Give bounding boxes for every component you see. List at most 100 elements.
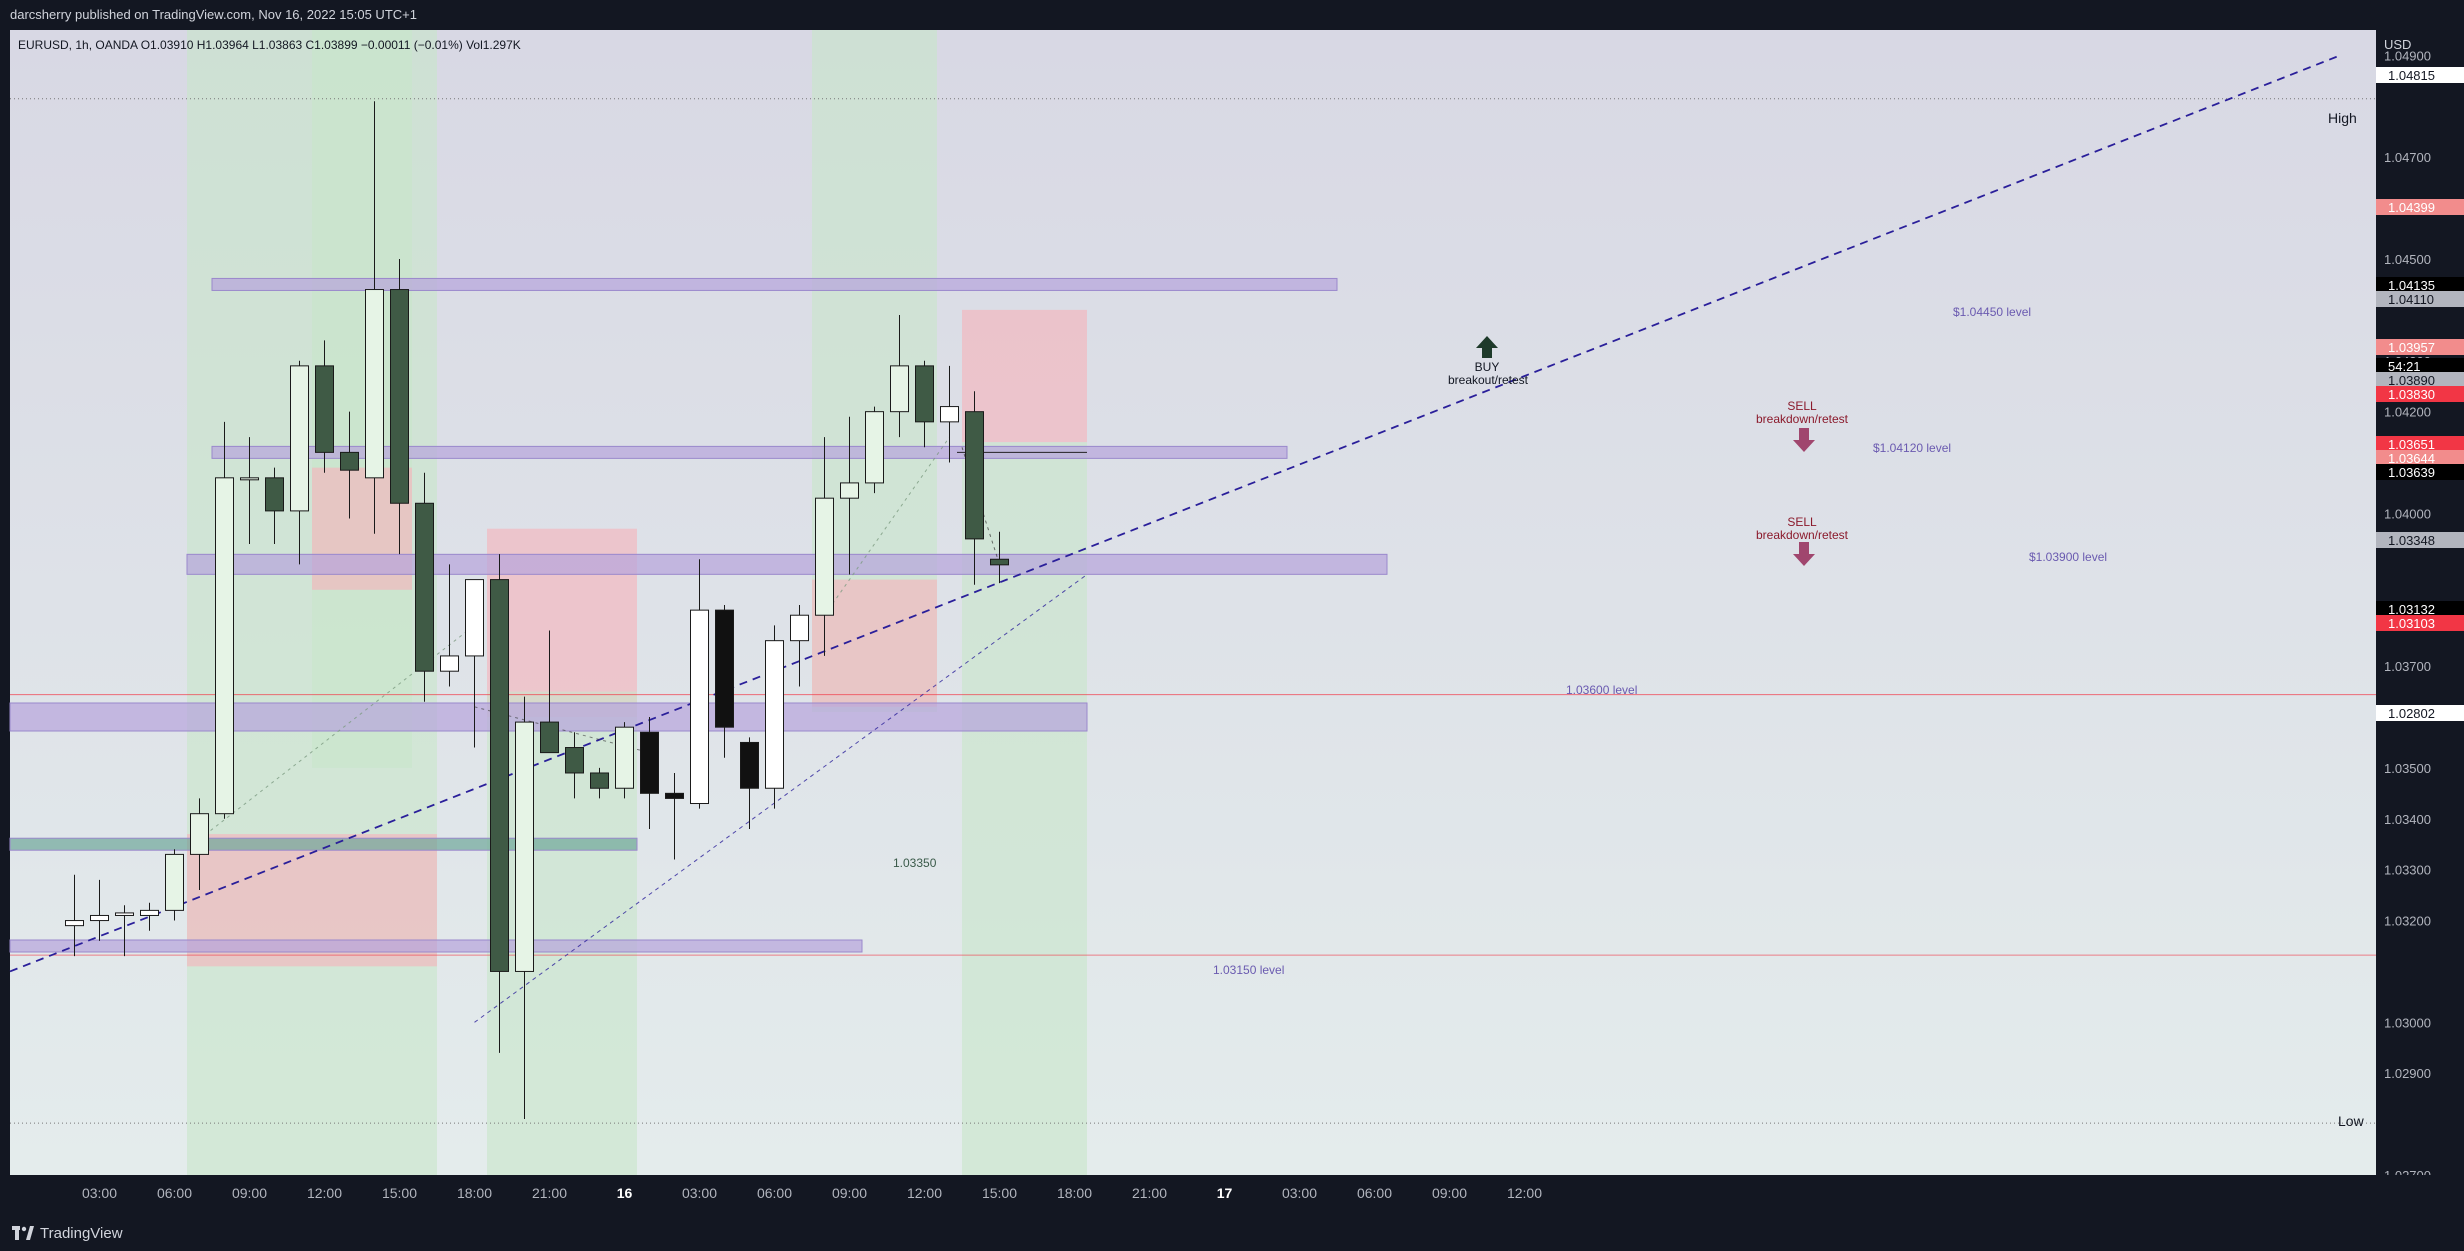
tradingview-logo[interactable]: TradingView (12, 1225, 123, 1242)
candle-body-31 (840, 482, 859, 499)
candle-body-29 (790, 614, 809, 642)
price-label-bg-8 (2376, 436, 2464, 452)
candle-body-23 (640, 731, 659, 794)
candle-28 (765, 625, 784, 809)
symbol-legend[interactable]: EURUSD, 1h, OANDA O1.03910 H1.03964 L1.0… (18, 38, 521, 52)
candle-21 (590, 767, 609, 799)
footer-bar: TradingView (0, 1215, 2464, 1251)
price-label-14: 1.02802 (2376, 705, 2464, 721)
candle-body-17 (490, 579, 509, 972)
price-label-text-7: 1.03830 (2388, 387, 2435, 402)
price-label-13: 1.03103 (2376, 615, 2464, 631)
price-tick-0: 1.04900 (2384, 48, 2431, 63)
time-axis[interactable] (0, 1175, 2464, 1215)
dotted-path-3 (824, 436, 950, 616)
candle-body-19 (540, 721, 559, 754)
chart-area[interactable]: EURUSD, 1h, OANDA O1.03910 H1.03964 L1.0… (0, 30, 2464, 1220)
price-label-bg-0 (2376, 67, 2464, 83)
candle-8 (265, 467, 284, 544)
down-arrow-icon (1793, 428, 1815, 452)
publisher-text: darcsherry published on TradingView.com,… (10, 7, 417, 22)
time-tick-0: 03:00 (82, 1185, 117, 1201)
price-label-bg-5 (2376, 358, 2464, 374)
price-label-bg-11 (2376, 532, 2464, 548)
level-band-2 (186, 553, 1388, 575)
candle-16 (465, 579, 484, 748)
high-label: High (2328, 110, 2357, 126)
price-tick-5: 1.04200 (2384, 405, 2431, 420)
time-tick-18: 09:00 (1432, 1185, 1467, 1201)
candle-19 (540, 630, 559, 754)
time-tick-16: 03:00 (1282, 1185, 1317, 1201)
price-label-text-5: 54:21 (2388, 359, 2421, 374)
price-label-bg-6 (2376, 372, 2464, 388)
candle-body-30 (815, 497, 834, 616)
candle-37 (990, 531, 1009, 584)
candle-32 (865, 406, 884, 494)
candle-body-10 (315, 365, 334, 453)
buy-annotation: BUY breakout/retest (1448, 336, 1529, 387)
candle-body-22 (615, 726, 634, 789)
candle-body-14 (415, 502, 434, 672)
time-tick-9: 06:00 (757, 1185, 792, 1201)
price-label-bg-3 (2376, 291, 2464, 307)
candle-body-27 (740, 741, 759, 789)
time-tick-6: 21:00 (532, 1185, 567, 1201)
candle-body-24 (665, 792, 684, 799)
price-tick-8: 1.03500 (2384, 761, 2431, 776)
sell-annotation-lower: SELL breakdown/retest (1756, 515, 1849, 566)
sell-title-lower: SELL (1787, 515, 1817, 529)
candle-23 (640, 717, 659, 829)
time-tick-14: 21:00 (1132, 1185, 1167, 1201)
time-tick-2: 09:00 (232, 1185, 267, 1201)
price-tick-3: 1.04500 (2384, 252, 2431, 267)
price-label-10: 1.03639 (2376, 464, 2464, 480)
level-label-104450: $1.04450 level (1953, 305, 2031, 319)
candle-body-9 (290, 365, 309, 512)
price-label-bg-12 (2376, 601, 2464, 617)
candle-body-0 (65, 920, 84, 927)
level-band-5 (9, 939, 863, 953)
price-label-text-6: 1.03890 (2388, 373, 2435, 388)
candle-27 (740, 737, 759, 829)
candle-body-16 (465, 579, 484, 657)
price-label-text-11: 1.03348 (2388, 533, 2435, 548)
candle-body-35 (940, 406, 959, 423)
candle-6 (215, 421, 234, 819)
time-tick-19: 12:00 (1507, 1185, 1542, 1201)
level-band-0 (211, 277, 1338, 291)
price-tick-10: 1.03300 (2384, 863, 2431, 878)
time-tick-4: 15:00 (382, 1185, 417, 1201)
candle-30 (815, 437, 834, 656)
candle-body-12 (365, 289, 384, 479)
price-label-bg-2 (2376, 277, 2464, 293)
candle-25 (690, 559, 709, 809)
level-band-4 (9, 837, 638, 851)
price-label-7: 1.03830 (2376, 386, 2464, 402)
candle-12 (365, 101, 384, 534)
tradingview-logo-icon (12, 1226, 34, 1240)
down-arrow-icon (1793, 542, 1815, 566)
candle-body-28 (765, 640, 784, 789)
price-label-bg-10 (2376, 464, 2464, 480)
price-label-11: 1.03348 (2376, 532, 2464, 548)
level-label-103900: $1.03900 level (2029, 550, 2107, 564)
candle-body-21 (590, 772, 609, 789)
candlestick-chart[interactable]: EURUSD, 1h, OANDA O1.03910 H1.03964 L1.0… (0, 30, 2464, 1215)
time-tick-10: 09:00 (832, 1185, 867, 1201)
price-tick-9: 1.03400 (2384, 812, 2431, 827)
candle-34 (915, 360, 934, 448)
candle-24 (665, 772, 684, 860)
price-label-9: 1.03644 (2376, 450, 2464, 466)
candle-33 (890, 314, 909, 438)
footer-brand: TradingView (40, 1224, 123, 1242)
candle-7 (240, 437, 259, 544)
lower-trend-line (474, 574, 1088, 1023)
price-label-text-8: 1.03651 (2388, 437, 2435, 452)
sell-title-upper: SELL (1787, 399, 1817, 413)
candle-26 (715, 605, 734, 758)
candle-body-4 (165, 853, 184, 911)
candle-body-3 (140, 909, 159, 916)
price-label-bg-7 (2376, 386, 2464, 402)
